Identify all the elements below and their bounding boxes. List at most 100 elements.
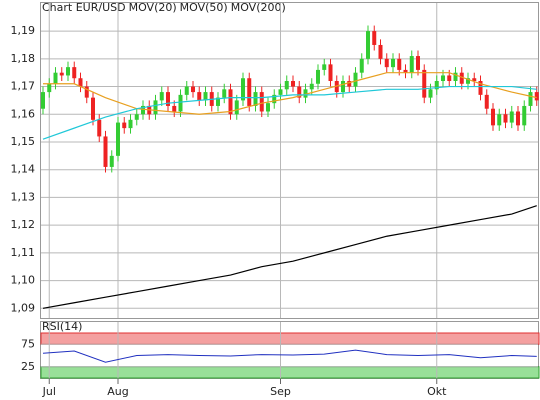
candle-body [222, 89, 227, 98]
candle-body [491, 108, 495, 126]
candle-body [478, 81, 483, 95]
candle-body [91, 97, 95, 120]
candle-body [266, 103, 270, 112]
ma-line [43, 72, 537, 115]
legend-entry: MOV(50) [180, 1, 228, 14]
candle-body [353, 72, 358, 87]
candle-body [322, 64, 327, 70]
candle-body [372, 31, 377, 45]
candle-body [59, 72, 64, 76]
candle-body [453, 72, 458, 81]
x-tick-label: Sep [270, 385, 291, 398]
chart-title: Chart EUR/USD [42, 1, 126, 14]
rsi-tick-label: 75 [21, 337, 35, 350]
candle-body [466, 78, 470, 84]
candle-body [109, 155, 114, 167]
candle-body [503, 114, 508, 123]
legend-entry: MOV(20) [129, 1, 177, 14]
candle-body [328, 64, 333, 81]
rsi-tick-label: 25 [21, 360, 35, 373]
candle-body [303, 89, 308, 98]
candle-body [272, 94, 277, 104]
candle-body [347, 81, 352, 87]
candle-body [203, 92, 208, 101]
candle-body [284, 81, 289, 90]
y-tick-label: 1,12 [11, 218, 36, 231]
rsi-label: RSI(14) [42, 320, 82, 333]
candle-body [247, 78, 252, 106]
candle-body [278, 89, 283, 95]
candle-body [78, 78, 83, 87]
rsi-band [40, 366, 540, 379]
candle-body [178, 94, 183, 112]
candle-body [66, 67, 70, 76]
candle-body [522, 105, 527, 126]
candle-body [416, 56, 420, 70]
candle-body [472, 78, 477, 81]
candle-body [153, 100, 158, 115]
legend: Chart EUR/USD MOV(20) MOV(50) MOV(200) [42, 1, 286, 14]
y-tick-label: 1,16 [11, 107, 36, 120]
candle-body [116, 122, 120, 156]
candle-body [316, 69, 320, 84]
candle-body [184, 86, 189, 95]
candle-body [141, 105, 145, 115]
candle-body [528, 92, 533, 106]
ma-line [42, 85, 537, 140]
candle-body [428, 89, 433, 98]
candle-body [422, 69, 427, 98]
candle-body [97, 119, 102, 137]
candle-body [166, 92, 170, 106]
rsi-band [40, 332, 540, 345]
x-tick-label: Aug [107, 385, 128, 398]
candle-body [378, 44, 383, 59]
candle-body [234, 100, 239, 115]
rsi-line [42, 349, 537, 363]
x-tick-label: Okt [427, 385, 447, 398]
candle-body [509, 111, 514, 123]
candle-body [128, 119, 133, 129]
candle-body [253, 92, 258, 106]
candle-body [516, 111, 520, 126]
y-tick-label: 1,13 [11, 190, 36, 203]
main-panel [40, 2, 539, 319]
candle-body [409, 56, 414, 73]
candle-body [47, 83, 52, 93]
candle-body [403, 69, 408, 73]
candle-body [534, 92, 539, 101]
candle-body [447, 75, 452, 81]
candle-body [434, 81, 439, 90]
candle-body [53, 72, 58, 84]
y-tick-label: 1,09 [11, 301, 36, 314]
candle-body [191, 86, 195, 93]
candle-body [41, 92, 45, 109]
candle-body [159, 92, 164, 101]
candle-body [216, 97, 220, 106]
candle-body [366, 31, 370, 59]
candle-body [341, 81, 345, 93]
candle-body [84, 86, 89, 98]
legend-entry: MOV(200) [231, 1, 286, 14]
y-tick-label: 1,10 [11, 274, 36, 287]
candle-body [309, 83, 314, 90]
y-tick-label: 1,18 [11, 52, 36, 65]
candle-body [172, 105, 177, 112]
candle-body [441, 75, 445, 81]
y-tick-label: 1,14 [11, 163, 36, 176]
candle-body [259, 92, 264, 112]
candle-body [359, 58, 364, 73]
candle-body [484, 94, 489, 109]
candle-body [497, 114, 502, 126]
y-tick-label: 1,19 [11, 24, 36, 37]
candle-body [384, 58, 389, 68]
candle-body [197, 92, 202, 101]
candle-body [134, 114, 139, 120]
candle-body [459, 72, 464, 84]
candle-body [103, 136, 108, 167]
candle-body [391, 58, 395, 68]
y-tick-label: 1,17 [11, 80, 36, 93]
candle-body [122, 122, 127, 129]
candle-body [397, 58, 402, 70]
ma-line [42, 205, 537, 309]
